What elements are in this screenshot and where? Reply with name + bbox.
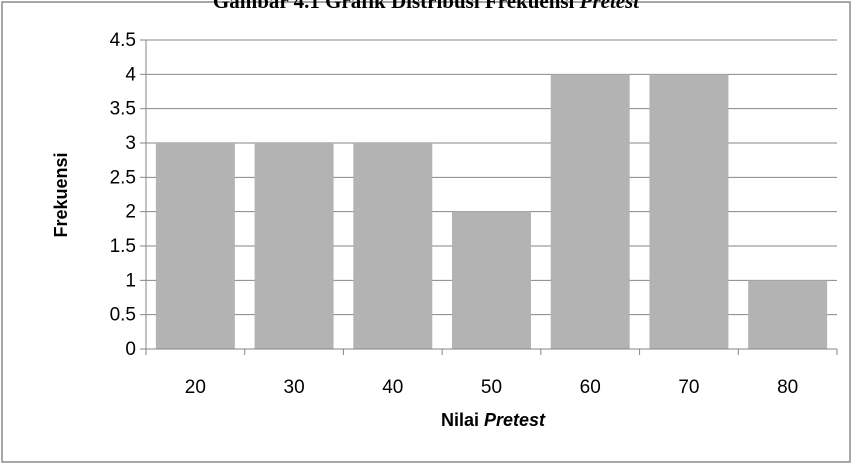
y-tick-label: 2: [125, 202, 136, 223]
y-tick-label: 1: [125, 270, 136, 291]
y-tick-label: 4.5: [110, 30, 136, 51]
y-axis-label: Frekuensi: [51, 152, 71, 237]
x-tick-label: 80: [777, 377, 798, 398]
x-tick-label: 40: [382, 377, 403, 398]
bar-20: [156, 143, 235, 349]
bar-30: [255, 143, 334, 349]
x-tick-label: 50: [481, 377, 502, 398]
y-tick-label: 1.5: [110, 236, 136, 257]
y-tick-label: 2.5: [110, 167, 136, 188]
chart-title: Gambar 4.1 Grafik Distribusi Frekuensi P…: [213, 0, 640, 13]
bar-50: [452, 212, 531, 349]
y-tick-label: 4: [125, 64, 136, 85]
bar-70: [649, 74, 728, 349]
y-tick-label: 0.5: [110, 305, 136, 326]
x-tick-label: 70: [678, 377, 699, 398]
y-tick-label: 0: [125, 339, 136, 360]
bar-60: [551, 74, 630, 349]
x-tick-label: 20: [185, 377, 206, 398]
bar-80: [748, 280, 827, 349]
x-tick-label: 60: [580, 377, 601, 398]
x-axis-label: Nilai Pretest: [441, 410, 546, 430]
y-tick-label: 3: [125, 133, 136, 154]
bar-40: [353, 143, 432, 349]
x-tick-label: 30: [284, 377, 305, 398]
y-tick-label: 3.5: [110, 99, 136, 120]
